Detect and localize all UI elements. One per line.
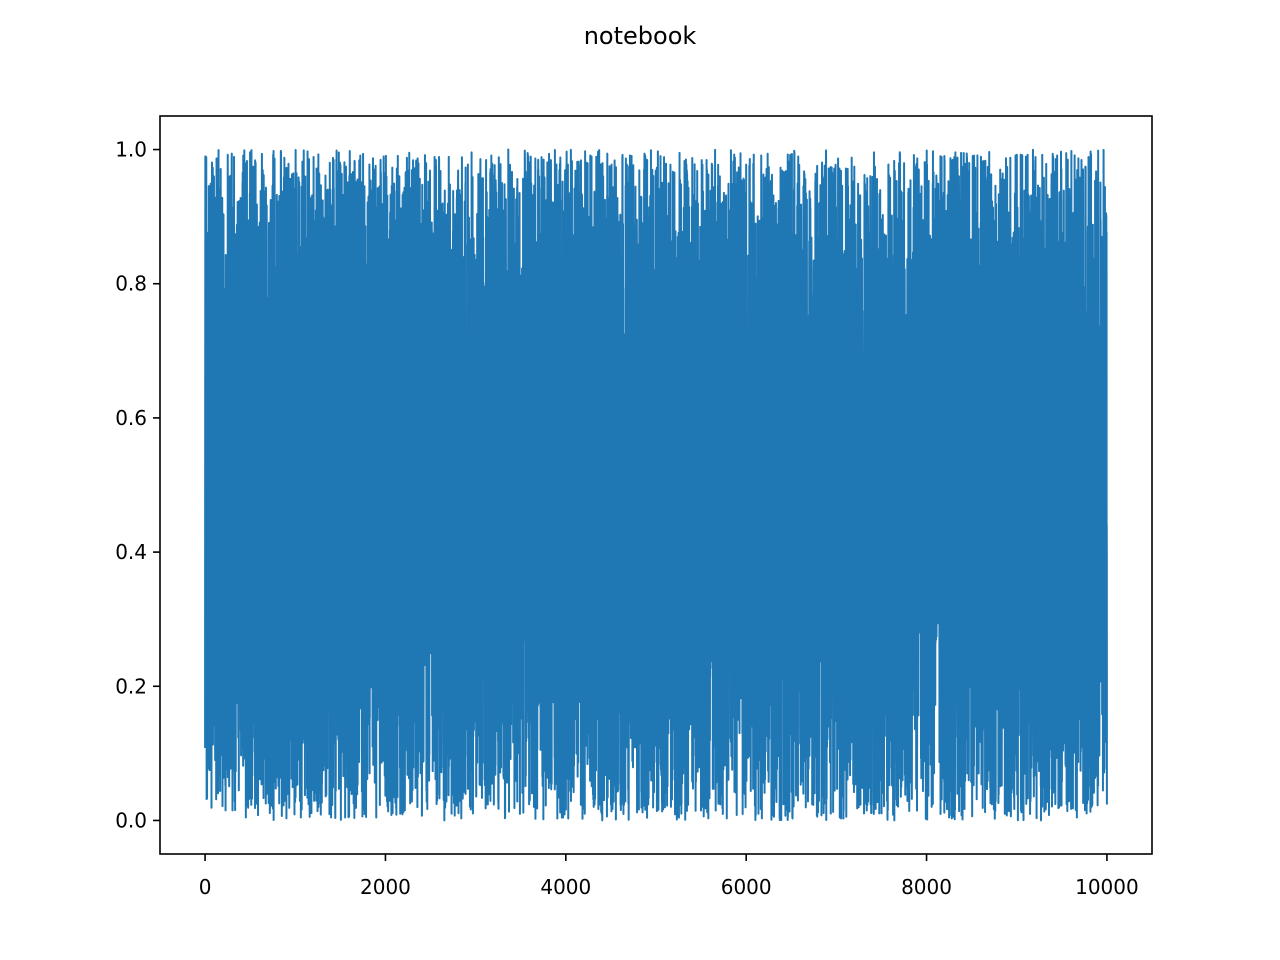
x-tick-label: 0 — [199, 875, 212, 899]
x-tick-label: 2000 — [360, 875, 411, 899]
plot-area — [204, 148, 1108, 822]
series-line — [204, 148, 1108, 822]
y-tick-label: 0.6 — [115, 406, 147, 430]
x-tick-label: 8000 — [901, 875, 952, 899]
x-tick-label: 6000 — [721, 875, 772, 899]
y-tick-label: 1.0 — [115, 138, 147, 162]
chart-title: notebook — [584, 22, 697, 50]
y-tick-label: 0.0 — [115, 808, 147, 832]
axes-frame — [159, 115, 1153, 855]
y-tick-label: 0.4 — [115, 540, 147, 564]
x-axis: 0 2000 4000 6000 8000 10000 — [199, 854, 1139, 899]
y-tick-label: 0.2 — [115, 674, 147, 698]
x-tick-label: 4000 — [540, 875, 591, 899]
x-tick-label: 10000 — [1075, 875, 1139, 899]
y-axis: 0.0 0.2 0.4 0.6 0.8 1.0 — [115, 138, 160, 832]
y-tick-label: 0.8 — [115, 272, 147, 296]
